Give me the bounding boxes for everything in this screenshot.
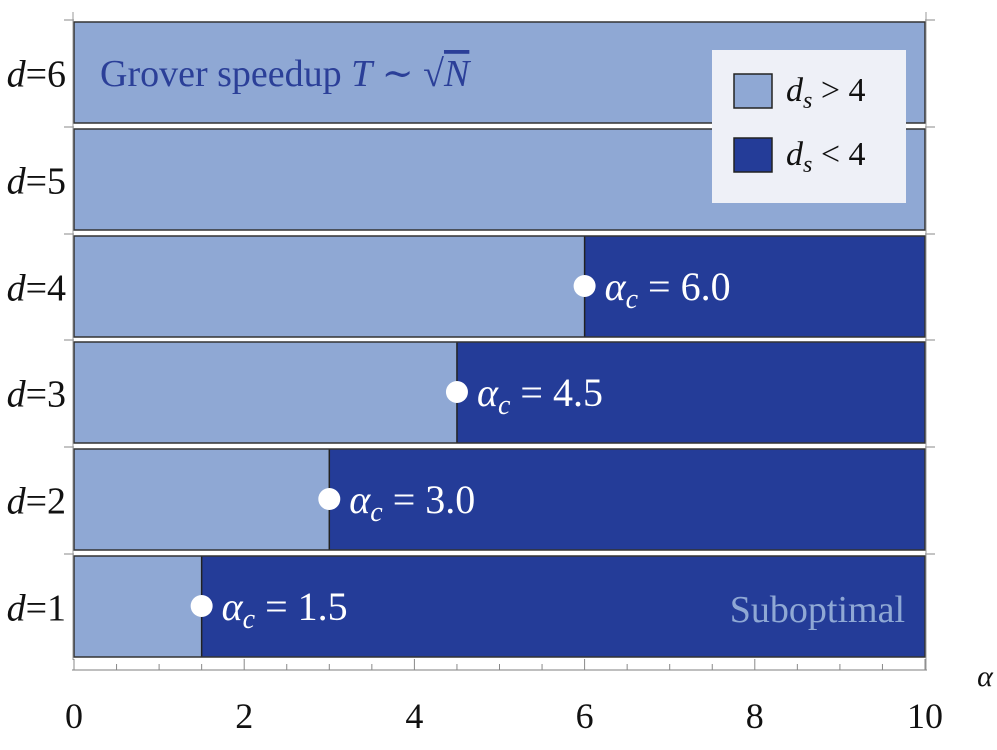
critical-alpha-label: αc = 4.5	[477, 370, 603, 421]
critical-point-marker	[318, 488, 341, 510]
bar-segment-light	[74, 449, 330, 550]
bar-outline	[73, 555, 926, 658]
legend-box	[712, 50, 906, 203]
x-tick-label: 2	[235, 696, 253, 736]
bar-segment-dark	[456, 342, 925, 443]
legend-entry-label: ds > 4	[786, 72, 866, 114]
critical-alpha-label: αc = 1.5	[222, 584, 348, 635]
grover-speedup-label: Grover speedup T ∼ √N	[100, 53, 472, 95]
category-label: d=1	[7, 588, 66, 630]
bar-outline	[73, 448, 926, 551]
legend-swatch	[733, 73, 773, 109]
bar-segment-dark	[329, 449, 925, 550]
critical-alpha-label: αc = 3.0	[349, 477, 475, 528]
bar-segment-light	[74, 236, 585, 337]
category-labels: d=1 d=2 d=3 d=4 d=5 d=6	[7, 54, 66, 630]
x-tick-label: 8	[746, 696, 764, 736]
critical-point-marker	[190, 595, 213, 617]
critical-point-marker	[573, 275, 596, 297]
category-label: d=3	[7, 374, 66, 416]
bar-outline	[73, 128, 926, 231]
category-label: d=6	[7, 54, 66, 96]
bar-outline	[73, 21, 926, 124]
bar-segment-dark	[201, 556, 925, 657]
critical-point-annotations: αc = 1.5 αc = 3.0 αc = 4.5 αc = 6.0	[190, 264, 731, 635]
critical-point-marker	[445, 381, 468, 403]
suboptimal-label: Suboptimal	[730, 589, 905, 631]
legend-entry-label: ds < 4	[786, 136, 866, 178]
category-label: d=5	[7, 161, 66, 203]
x-tick-label: 10	[907, 696, 943, 736]
category-label: d=4	[7, 268, 66, 310]
x-tick-label: 0	[65, 696, 83, 736]
x-tick-label: 6	[576, 696, 594, 736]
bar-outline	[73, 235, 926, 338]
category-label: d=2	[7, 481, 66, 523]
x-axis-label: α	[977, 660, 994, 693]
bar-segment-light	[74, 342, 457, 443]
bar-outline	[73, 341, 926, 444]
bar-segment-dark	[584, 236, 925, 337]
bar-segment-light	[74, 556, 202, 657]
region-labels: Grover speedup T ∼ √N Suboptimal	[100, 53, 905, 631]
x-tick-label: 4	[405, 696, 423, 736]
x-axis: 0 2 4 6 8 10 α	[65, 12, 994, 736]
critical-alpha-label: αc = 6.0	[605, 264, 731, 315]
legend: ds > 4 ds < 4	[712, 50, 906, 203]
legend-swatch	[733, 137, 773, 173]
